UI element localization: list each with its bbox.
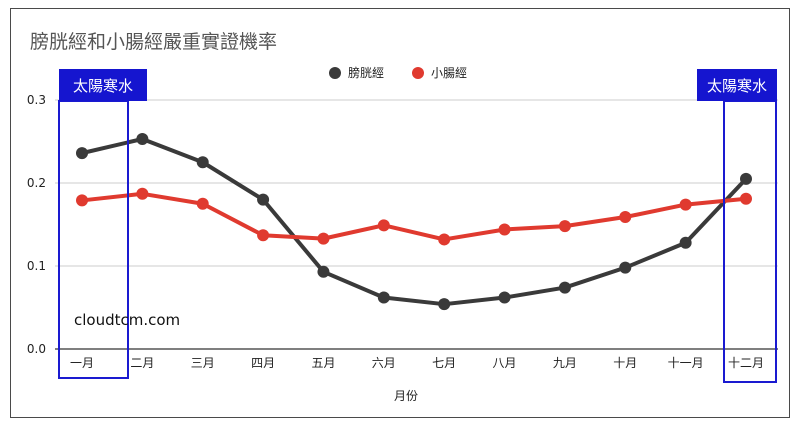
- data-point: [558, 220, 571, 233]
- data-point: [377, 291, 390, 304]
- highlight-box: [723, 100, 777, 383]
- grid: [55, 99, 778, 350]
- y-axis-ticks: 0.0 0.1 0.2 0.3: [27, 93, 46, 356]
- annotation-label: 太陽寒水: [707, 77, 767, 95]
- x-tick-label: 十一月: [668, 356, 704, 370]
- data-point: [317, 232, 330, 245]
- legend-label: 小腸經: [431, 66, 467, 80]
- legend: 膀胱經 小腸經: [329, 65, 467, 80]
- annotations: 太陽寒水 太陽寒水: [58, 69, 777, 383]
- x-axis-title: 月份: [394, 389, 418, 403]
- series-line: [80, 137, 748, 307]
- chart-title: 膀胱經和小腸經嚴重實證機率: [30, 31, 277, 53]
- watermark: cloudtcm.com: [74, 311, 180, 329]
- data-point: [498, 291, 511, 304]
- data-point: [136, 133, 149, 146]
- y-tick-label: 0.0: [27, 342, 46, 356]
- legend-label: 膀胱經: [348, 65, 384, 80]
- data-point: [679, 198, 692, 211]
- data-point: [619, 261, 632, 274]
- y-tick-label: 0.1: [27, 259, 46, 273]
- x-tick-label: 十月: [613, 356, 637, 370]
- highlight-box: [58, 100, 129, 379]
- annotation-label: 太陽寒水: [73, 77, 133, 95]
- data-point: [740, 192, 752, 205]
- x-tick-label: 八月: [493, 356, 517, 370]
- x-tick-label: 五月: [311, 356, 335, 370]
- annotation-label-bg: [59, 69, 147, 101]
- data-point: [76, 194, 88, 207]
- series-line: [80, 191, 748, 242]
- data-point: [619, 211, 632, 224]
- data-point: [377, 219, 390, 232]
- x-axis-ticks: 一月 二月 三月 四月 五月 六月 七月 八月 九月 十月 十一月 十二月: [70, 356, 764, 370]
- x-tick-label: 四月: [251, 356, 275, 370]
- x-tick-label: 七月: [432, 356, 456, 370]
- data-point: [679, 236, 692, 249]
- data-point: [438, 233, 451, 246]
- data-point: [498, 223, 511, 236]
- x-tick-label: 三月: [191, 356, 215, 370]
- series-group: [76, 133, 752, 311]
- y-tick-label: 0.3: [27, 93, 46, 107]
- x-tick-label: 十二月: [728, 356, 764, 370]
- y-tick-label: 0.2: [27, 176, 46, 190]
- data-point: [257, 229, 270, 242]
- data-point: [317, 265, 330, 278]
- data-point: [76, 147, 88, 160]
- x-tick-label: 六月: [372, 356, 396, 370]
- data-point: [257, 193, 270, 206]
- x-tick-label: 二月: [130, 356, 154, 370]
- data-point: [740, 172, 752, 185]
- legend-marker: [412, 67, 424, 79]
- x-tick-label: 一月: [70, 356, 94, 370]
- legend-marker: [329, 67, 341, 79]
- data-point: [438, 298, 451, 311]
- data-point: [558, 281, 571, 294]
- annotation-label-bg: [697, 69, 777, 101]
- data-point: [136, 187, 149, 200]
- data-point: [196, 156, 209, 169]
- data-point: [196, 197, 209, 210]
- x-tick-label: 九月: [553, 356, 577, 370]
